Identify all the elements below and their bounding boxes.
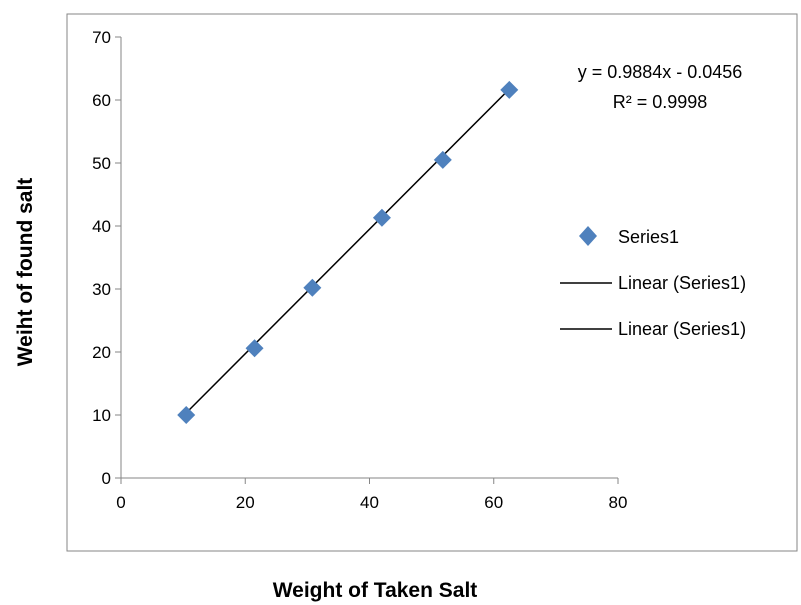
- chart-area-border: [66, 13, 798, 552]
- legend-label-series1: Series1: [618, 227, 679, 247]
- y-tick-label: 40: [92, 217, 111, 236]
- x-tick-label: 20: [236, 493, 255, 512]
- y-tick-label: 10: [92, 406, 111, 425]
- r-squared-label: R² = 0.9998: [613, 92, 708, 112]
- y-tick-label: 60: [92, 91, 111, 110]
- trendline: [185, 88, 510, 414]
- x-axis-ticks: 0 20 40 60 80: [116, 478, 627, 512]
- y-axis-title: Weiht of found salt: [14, 178, 37, 367]
- data-point: [177, 406, 196, 424]
- x-tick-label: 40: [360, 493, 379, 512]
- trendline-equation: y = 0.9884x - 0.0456: [578, 62, 743, 82]
- data-point: [372, 208, 391, 227]
- legend-label-linear-1: Linear (Series1): [618, 273, 746, 293]
- y-tick-label: 20: [92, 343, 111, 362]
- x-axis-title: Weight of Taken Salt: [273, 579, 478, 602]
- y-tick-label: 70: [92, 28, 111, 47]
- x-tick-label: 60: [484, 493, 503, 512]
- legend: Series1 Linear (Series1) Linear (Series1…: [560, 226, 746, 339]
- data-point: [433, 150, 452, 169]
- legend-marker-series1: [579, 226, 597, 246]
- legend-label-linear-2: Linear (Series1): [618, 319, 746, 339]
- data-point: [245, 339, 264, 358]
- data-point: [303, 278, 322, 297]
- x-tick-label: 80: [609, 493, 628, 512]
- series1-points: [177, 80, 519, 424]
- data-point: [500, 80, 519, 99]
- y-tick-label: 50: [92, 154, 111, 173]
- y-tick-label: 0: [102, 469, 111, 488]
- y-tick-label: 30: [92, 280, 111, 299]
- x-tick-label: 0: [116, 493, 125, 512]
- y-axis-ticks: 0 10 20 30 40 50 60 70: [92, 28, 121, 488]
